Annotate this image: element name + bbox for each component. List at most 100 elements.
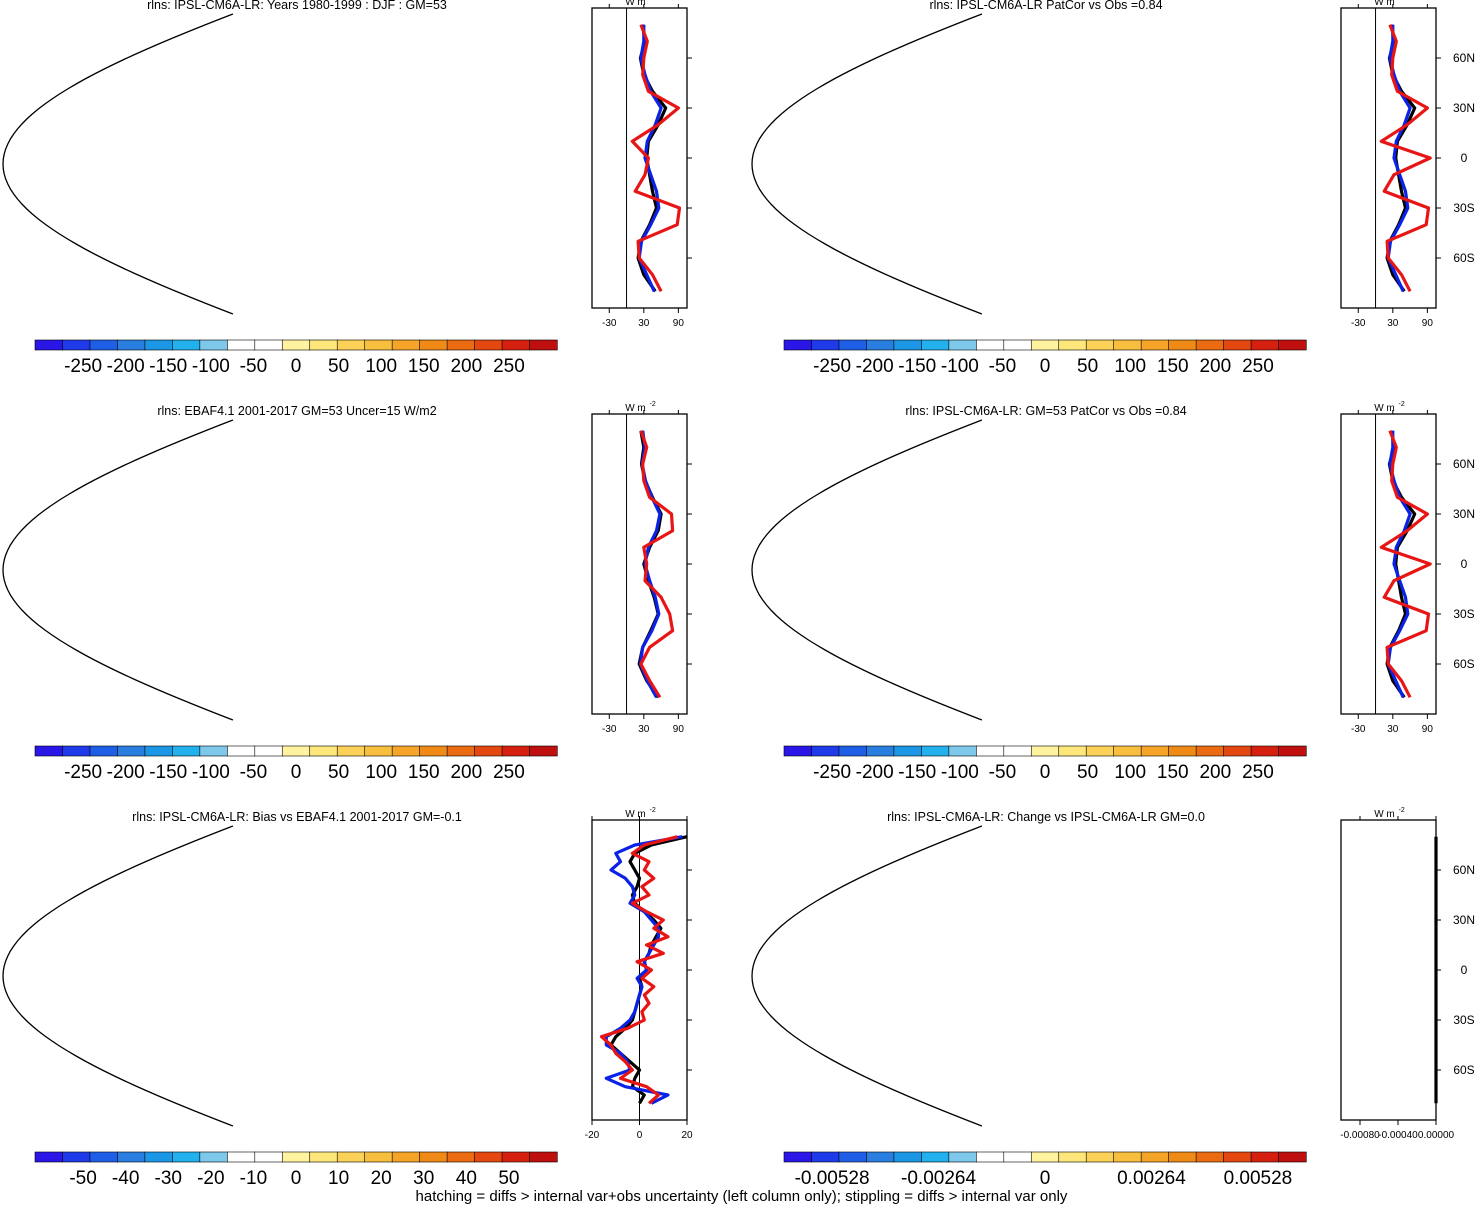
stipple-dot (586, 87, 588, 89)
map-cell (249, 184, 259, 194)
stipple-dot (432, 94, 434, 96)
stipple-dot (61, 297, 63, 299)
stipple-dot (5, 31, 7, 33)
stipple-dot (327, 199, 329, 201)
stipple-dot (264, 108, 266, 110)
stipple-dot (61, 101, 63, 103)
stipple-dot (376, 227, 378, 229)
stipple-dot (187, 241, 189, 243)
stipple-dot (173, 24, 175, 26)
stipple-dot (362, 115, 364, 117)
stipple-dot (264, 248, 266, 250)
stipple-dot (271, 178, 273, 180)
map-cell (325, 184, 335, 194)
stipple-dot (54, 297, 56, 299)
stipple-dot (453, 150, 455, 152)
stipple-dot (390, 80, 392, 82)
stipple-dot (131, 297, 133, 299)
hatch-line (198, 218, 233, 270)
stipple-dot (537, 220, 539, 222)
stipple-dot (96, 94, 98, 96)
stipple-dot (257, 311, 259, 313)
stipple-dot (138, 234, 140, 236)
stipple-dot (236, 213, 238, 215)
stipple-dot (397, 213, 399, 215)
stipple-dot (299, 143, 301, 145)
map-cell (223, 263, 233, 275)
stipple-dot (145, 80, 147, 82)
map-cell (203, 283, 226, 295)
stipple-dot (509, 143, 511, 145)
stipple-dot (47, 304, 49, 306)
stipple-dot (334, 150, 336, 152)
map-cell (368, 224, 381, 234)
stipple-dot (495, 227, 497, 229)
stipple-dot (516, 150, 518, 152)
stipple-dot (26, 227, 28, 229)
stipple-dot (243, 262, 245, 264)
map-cell (385, 44, 405, 54)
map-cell (153, 83, 173, 95)
stipple-dot (278, 234, 280, 236)
map-cell (1088, 294, 1103, 304)
stipple-dot (355, 108, 357, 110)
map-cell (1094, 294, 1111, 304)
stipple-dot (411, 206, 413, 208)
map-cell (339, 294, 354, 304)
map-cell (331, 214, 342, 224)
map-cell (61, 163, 73, 175)
stipple-dot (264, 101, 266, 103)
stipple-dot (495, 87, 497, 89)
map-cell (413, 64, 432, 74)
stipple-dot (446, 87, 448, 89)
stipple-dot (96, 17, 98, 19)
stipple-dot (474, 185, 476, 187)
stipple-dot (558, 227, 560, 229)
map-cell (282, 24, 288, 34)
stipple-dot (138, 283, 140, 285)
stipple-dot (446, 192, 448, 194)
stipple-dot (565, 269, 567, 271)
stipple-dot (271, 115, 273, 117)
stipple-dot (243, 227, 245, 229)
stipple-dot (187, 45, 189, 47)
map-cell (290, 74, 297, 84)
stipple-dot (432, 38, 434, 40)
stipple-dot (299, 206, 301, 208)
stipple-dot (243, 213, 245, 215)
stipple-dot (348, 52, 350, 54)
stipple-dot (404, 157, 406, 159)
stipple-dot (383, 171, 385, 173)
map-cell (26, 183, 43, 195)
map-cell (140, 203, 157, 215)
stipple-dot (75, 199, 77, 201)
map-cell (424, 94, 440, 104)
map-cell (297, 304, 300, 314)
map-cell (275, 244, 284, 254)
stipple-dot (502, 262, 504, 264)
map-cell (482, 154, 493, 164)
stipple-dot (187, 24, 189, 26)
stipple-dot (138, 213, 140, 215)
hatch-line (106, 123, 204, 185)
map-cell (526, 194, 542, 204)
hatch-line (182, 218, 233, 270)
map-cell (1082, 304, 1099, 314)
map-cell (329, 14, 345, 24)
stipple-dot (369, 192, 371, 194)
map-cell (98, 123, 115, 135)
map-cell (13, 173, 28, 185)
colorbar-label: 100 (365, 356, 397, 377)
map-cell (76, 203, 95, 215)
stipple-dot (68, 24, 70, 26)
map-cell (366, 44, 383, 54)
map-cell (357, 274, 372, 284)
stipple-dot (453, 185, 455, 187)
stipple-dot (103, 31, 105, 33)
stipple-dot (103, 234, 105, 236)
stipple-dot (411, 52, 413, 54)
stipple-dot (68, 220, 70, 222)
stipple-dot (40, 311, 42, 313)
stipple-dot (453, 234, 455, 236)
stipple-dot (537, 31, 539, 33)
